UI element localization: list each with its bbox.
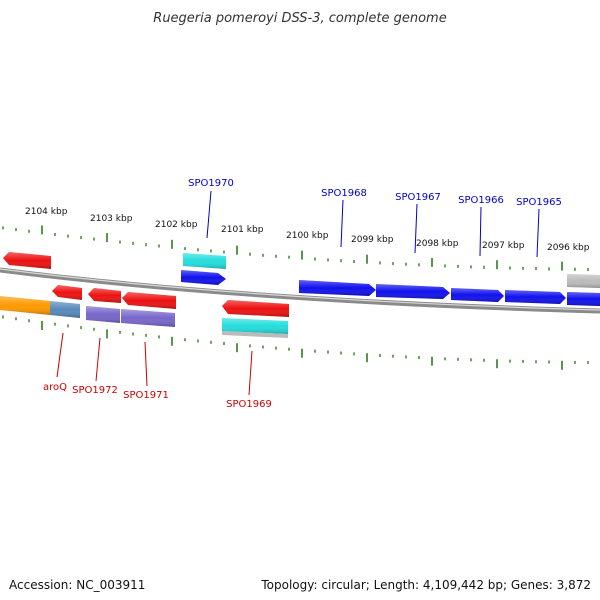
- ruler-label-2104: 2104 kbp: [25, 207, 68, 217]
- reverse-labels: aroQ SPO1972 SPO1971 SPO1969: [43, 332, 272, 410]
- leader-line-SPO1971: [144, 341, 148, 387]
- forward-labels: SPO1970 SPO1968 SPO1967 SPO1966 SPO1965: [188, 178, 562, 258]
- gene-SPO1966[interactable]: [451, 288, 504, 302]
- leader-line-SPO1967: [414, 203, 418, 254]
- gene-aroQ-steel[interactable]: [50, 301, 80, 318]
- gene-SPO1967[interactable]: [376, 284, 450, 299]
- label-SPO1972[interactable]: SPO1972: [72, 385, 118, 396]
- ruler-label-2096: 2096 kbp: [547, 243, 590, 253]
- label-aroQ[interactable]: aroQ: [43, 382, 67, 393]
- genome-backbone-highlight: [0, 268, 600, 311]
- ruler-label-2098: 2098 kbp: [416, 239, 459, 249]
- leader-line-SPO1968: [340, 199, 344, 248]
- inner-tick-ring: [2, 315, 589, 370]
- gene-red-small[interactable]: [52, 285, 82, 300]
- ruler-label-2099: 2099 kbp: [351, 235, 394, 245]
- outer-tick-ring: [2, 225, 589, 271]
- gene-aroQ-red[interactable]: [3, 252, 51, 269]
- leader-line-SPO1972: [95, 337, 101, 382]
- label-SPO1967[interactable]: SPO1967: [395, 192, 441, 203]
- forward-strand-genes: [181, 253, 600, 306]
- leader-line-SPO1970: [206, 190, 212, 239]
- ruler-labels: 2104 kbp 2103 kbp 2102 kbp 2101 kbp 2100…: [25, 207, 590, 253]
- genome-backbone: [0, 267, 600, 314]
- leader-line-SPO1966: [479, 206, 482, 257]
- gene-SPO1969-red[interactable]: [222, 300, 289, 317]
- gene-SPO1971-purple[interactable]: [121, 309, 175, 327]
- gene-SPO1971-red[interactable]: [122, 292, 176, 309]
- gene-SPO1969-gray[interactable]: [222, 331, 288, 338]
- label-SPO1971[interactable]: SPO1971: [123, 390, 169, 401]
- label-SPO1965[interactable]: SPO1965: [516, 197, 562, 208]
- leader-line-SPO1965: [536, 208, 540, 258]
- label-SPO1969[interactable]: SPO1969: [226, 399, 272, 410]
- leader-line-SPO1969: [248, 350, 253, 396]
- ruler-label-2097: 2097 kbp: [482, 241, 525, 251]
- gene-SPO1969-cyan[interactable]: [222, 318, 288, 334]
- ruler-label-2101: 2101 kbp: [221, 225, 264, 235]
- gene-SPO1965[interactable]: [505, 290, 566, 304]
- ruler-label-2103: 2103 kbp: [90, 214, 133, 224]
- ruler-label-2100: 2100 kbp: [286, 231, 329, 241]
- accession-text: Accession: NC_003911: [9, 578, 146, 592]
- reverse-strand-genes: [0, 252, 289, 338]
- gene-forward-partial-gray[interactable]: [567, 274, 600, 288]
- label-SPO1966[interactable]: SPO1966: [458, 195, 504, 206]
- genome-summary-text: Topology: circular; Length: 4,109,442 bp…: [261, 578, 591, 592]
- gene-SPO1970[interactable]: [181, 270, 226, 285]
- gene-SPO1968[interactable]: [299, 280, 376, 296]
- leader-line-aroQ: [56, 332, 64, 378]
- label-SPO1970[interactable]: SPO1970: [188, 178, 234, 189]
- label-SPO1968[interactable]: SPO1968: [321, 188, 367, 199]
- map-title: Ruegeria pomeroyi DSS-3, complete genome: [153, 11, 446, 26]
- gene-SPO1972-purple[interactable]: [86, 306, 120, 323]
- gene-forward-partial-blue[interactable]: [567, 292, 600, 306]
- gene-SPO1970-cyan[interactable]: [183, 253, 226, 269]
- gene-aroQ-orange[interactable]: [0, 296, 50, 315]
- gene-SPO1972-red[interactable]: [88, 288, 121, 303]
- ruler-label-2102: 2102 kbp: [155, 220, 198, 230]
